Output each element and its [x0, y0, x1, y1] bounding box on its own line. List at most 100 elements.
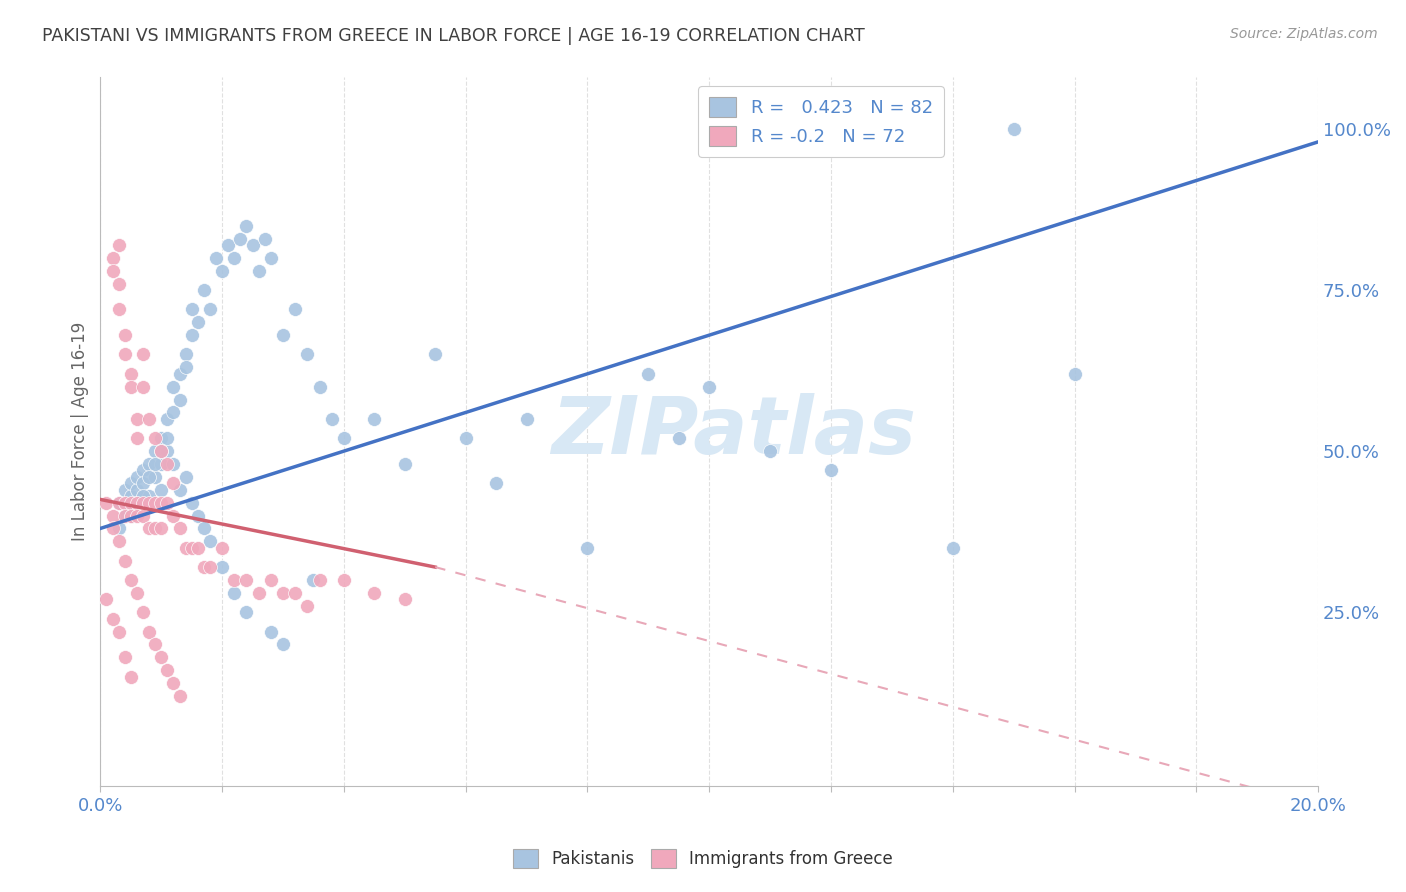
Point — [820, 463, 842, 477]
Point — [211, 264, 233, 278]
Point — [162, 508, 184, 523]
Point — [162, 405, 184, 419]
Point — [143, 496, 166, 510]
Point — [150, 650, 173, 665]
Point — [138, 489, 160, 503]
Point — [107, 496, 129, 510]
Point — [132, 476, 155, 491]
Point — [125, 496, 148, 510]
Point — [114, 496, 136, 510]
Point — [101, 264, 124, 278]
Point — [260, 624, 283, 639]
Point — [174, 541, 197, 555]
Point — [101, 521, 124, 535]
Point — [107, 302, 129, 317]
Point — [143, 431, 166, 445]
Point — [120, 502, 142, 516]
Point — [132, 508, 155, 523]
Point — [224, 573, 246, 587]
Point — [180, 328, 202, 343]
Point — [211, 560, 233, 574]
Point — [302, 573, 325, 587]
Point — [143, 637, 166, 651]
Point — [150, 521, 173, 535]
Point — [114, 347, 136, 361]
Point — [942, 541, 965, 555]
Point — [138, 457, 160, 471]
Point — [96, 496, 118, 510]
Point — [120, 380, 142, 394]
Point — [253, 231, 276, 245]
Point — [156, 431, 179, 445]
Point — [1063, 367, 1085, 381]
Point — [120, 476, 142, 491]
Point — [138, 470, 160, 484]
Point — [169, 521, 191, 535]
Point — [180, 541, 202, 555]
Point — [193, 560, 215, 574]
Point — [125, 431, 148, 445]
Point — [120, 496, 142, 510]
Point — [321, 412, 343, 426]
Point — [125, 470, 148, 484]
Point — [162, 676, 184, 690]
Point — [132, 380, 155, 394]
Point — [637, 367, 659, 381]
Point — [138, 412, 160, 426]
Point — [247, 264, 270, 278]
Point — [150, 431, 173, 445]
Y-axis label: In Labor Force | Age 16-19: In Labor Force | Age 16-19 — [72, 322, 89, 541]
Point — [169, 689, 191, 703]
Point — [217, 238, 239, 252]
Point — [260, 251, 283, 265]
Point — [125, 483, 148, 497]
Point — [96, 592, 118, 607]
Point — [132, 463, 155, 477]
Point — [235, 605, 257, 619]
Point — [120, 367, 142, 381]
Point — [120, 573, 142, 587]
Point — [132, 489, 155, 503]
Point — [174, 347, 197, 361]
Point — [120, 508, 142, 523]
Point — [125, 412, 148, 426]
Point — [138, 624, 160, 639]
Point — [308, 380, 330, 394]
Point — [156, 412, 179, 426]
Point — [114, 328, 136, 343]
Point — [107, 496, 129, 510]
Point — [114, 650, 136, 665]
Point — [759, 444, 782, 458]
Point — [198, 302, 221, 317]
Point — [132, 347, 155, 361]
Text: Source: ZipAtlas.com: Source: ZipAtlas.com — [1230, 27, 1378, 41]
Point — [156, 457, 179, 471]
Point — [260, 573, 283, 587]
Point — [271, 328, 294, 343]
Point — [247, 586, 270, 600]
Legend: Pakistanis, Immigrants from Greece: Pakistanis, Immigrants from Greece — [506, 843, 900, 875]
Point — [120, 489, 142, 503]
Point — [138, 521, 160, 535]
Point — [271, 586, 294, 600]
Point — [180, 302, 202, 317]
Point — [143, 521, 166, 535]
Point — [394, 592, 416, 607]
Point — [187, 541, 209, 555]
Point — [101, 251, 124, 265]
Point — [187, 315, 209, 329]
Point — [174, 470, 197, 484]
Text: ZIPatlas: ZIPatlas — [551, 392, 917, 471]
Point — [297, 347, 319, 361]
Point — [169, 483, 191, 497]
Point — [425, 347, 447, 361]
Point — [333, 431, 356, 445]
Point — [394, 457, 416, 471]
Point — [120, 670, 142, 684]
Point — [138, 496, 160, 510]
Point — [150, 444, 173, 458]
Point — [1002, 122, 1025, 136]
Point — [235, 573, 257, 587]
Point — [205, 251, 228, 265]
Point — [169, 367, 191, 381]
